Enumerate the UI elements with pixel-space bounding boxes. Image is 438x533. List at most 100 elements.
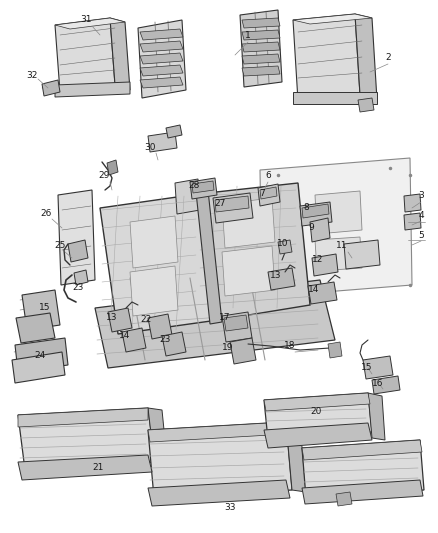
Polygon shape (404, 194, 421, 212)
Polygon shape (315, 191, 362, 234)
Polygon shape (148, 408, 168, 470)
Polygon shape (108, 308, 132, 332)
Text: 15: 15 (361, 364, 373, 373)
Polygon shape (190, 178, 217, 199)
Polygon shape (242, 42, 280, 52)
Text: 6: 6 (265, 172, 271, 181)
Polygon shape (368, 393, 385, 440)
Polygon shape (18, 408, 148, 427)
Polygon shape (302, 204, 329, 218)
Text: 19: 19 (222, 343, 234, 351)
Polygon shape (358, 98, 374, 112)
Text: 33: 33 (224, 504, 236, 513)
Text: 7: 7 (259, 190, 265, 198)
Polygon shape (268, 268, 295, 290)
Polygon shape (58, 190, 95, 285)
Text: 5: 5 (418, 230, 424, 239)
Text: 23: 23 (159, 335, 171, 344)
Polygon shape (148, 132, 177, 152)
Polygon shape (312, 254, 338, 276)
Polygon shape (372, 376, 400, 394)
Polygon shape (74, 270, 88, 285)
Polygon shape (100, 194, 218, 334)
Text: 21: 21 (92, 464, 104, 472)
Polygon shape (315, 237, 362, 271)
Polygon shape (293, 92, 377, 104)
Polygon shape (222, 246, 275, 296)
Polygon shape (148, 314, 172, 339)
Text: 14: 14 (119, 332, 131, 341)
Polygon shape (258, 184, 280, 206)
Polygon shape (140, 29, 183, 40)
Polygon shape (68, 240, 88, 262)
Polygon shape (215, 196, 249, 212)
Text: 3: 3 (418, 191, 424, 200)
Polygon shape (148, 422, 292, 498)
Text: 30: 30 (144, 142, 156, 151)
Text: 25: 25 (54, 241, 66, 251)
Polygon shape (15, 338, 68, 372)
Text: 13: 13 (106, 313, 118, 322)
Polygon shape (242, 30, 280, 40)
Polygon shape (278, 240, 292, 254)
Polygon shape (286, 422, 306, 492)
Text: 12: 12 (312, 255, 324, 264)
Polygon shape (260, 158, 412, 297)
Text: 13: 13 (270, 271, 282, 280)
Text: 8: 8 (303, 204, 309, 213)
Polygon shape (55, 18, 125, 29)
Polygon shape (355, 14, 377, 100)
Polygon shape (310, 218, 330, 242)
Text: 15: 15 (39, 303, 51, 312)
Polygon shape (18, 455, 152, 480)
Polygon shape (140, 53, 183, 64)
Polygon shape (264, 393, 372, 440)
Polygon shape (308, 282, 337, 304)
Text: 26: 26 (40, 208, 52, 217)
Text: 23: 23 (72, 282, 84, 292)
Polygon shape (302, 440, 422, 460)
Polygon shape (95, 280, 335, 368)
Polygon shape (107, 160, 118, 175)
Polygon shape (213, 193, 253, 223)
Polygon shape (293, 14, 360, 101)
Text: 20: 20 (310, 408, 321, 416)
Polygon shape (140, 41, 183, 52)
Text: 10: 10 (277, 239, 289, 248)
Polygon shape (222, 198, 275, 248)
Text: 31: 31 (80, 15, 92, 25)
Polygon shape (363, 356, 393, 379)
Polygon shape (130, 216, 178, 268)
Text: 17: 17 (219, 313, 231, 322)
Polygon shape (230, 338, 256, 364)
Polygon shape (222, 312, 252, 342)
Polygon shape (162, 332, 186, 356)
Text: 2: 2 (385, 53, 391, 62)
Polygon shape (264, 393, 370, 411)
Polygon shape (224, 315, 248, 331)
Text: 18: 18 (284, 342, 296, 351)
Polygon shape (22, 290, 60, 330)
Polygon shape (140, 77, 183, 88)
Polygon shape (42, 80, 60, 96)
Polygon shape (166, 125, 182, 138)
Polygon shape (242, 54, 280, 64)
Text: 24: 24 (34, 351, 46, 359)
Polygon shape (264, 423, 372, 448)
Polygon shape (148, 480, 290, 506)
Polygon shape (336, 492, 352, 506)
Polygon shape (192, 181, 214, 193)
Polygon shape (55, 18, 115, 92)
Text: 14: 14 (308, 286, 320, 295)
Polygon shape (138, 20, 186, 98)
Polygon shape (240, 10, 282, 87)
Text: 22: 22 (140, 316, 152, 325)
Polygon shape (198, 183, 310, 320)
Text: 11: 11 (336, 241, 348, 251)
Polygon shape (260, 187, 277, 199)
Polygon shape (140, 65, 183, 76)
Text: 32: 32 (26, 70, 38, 79)
Polygon shape (328, 342, 342, 358)
Text: 1: 1 (245, 31, 251, 41)
Polygon shape (196, 190, 222, 324)
